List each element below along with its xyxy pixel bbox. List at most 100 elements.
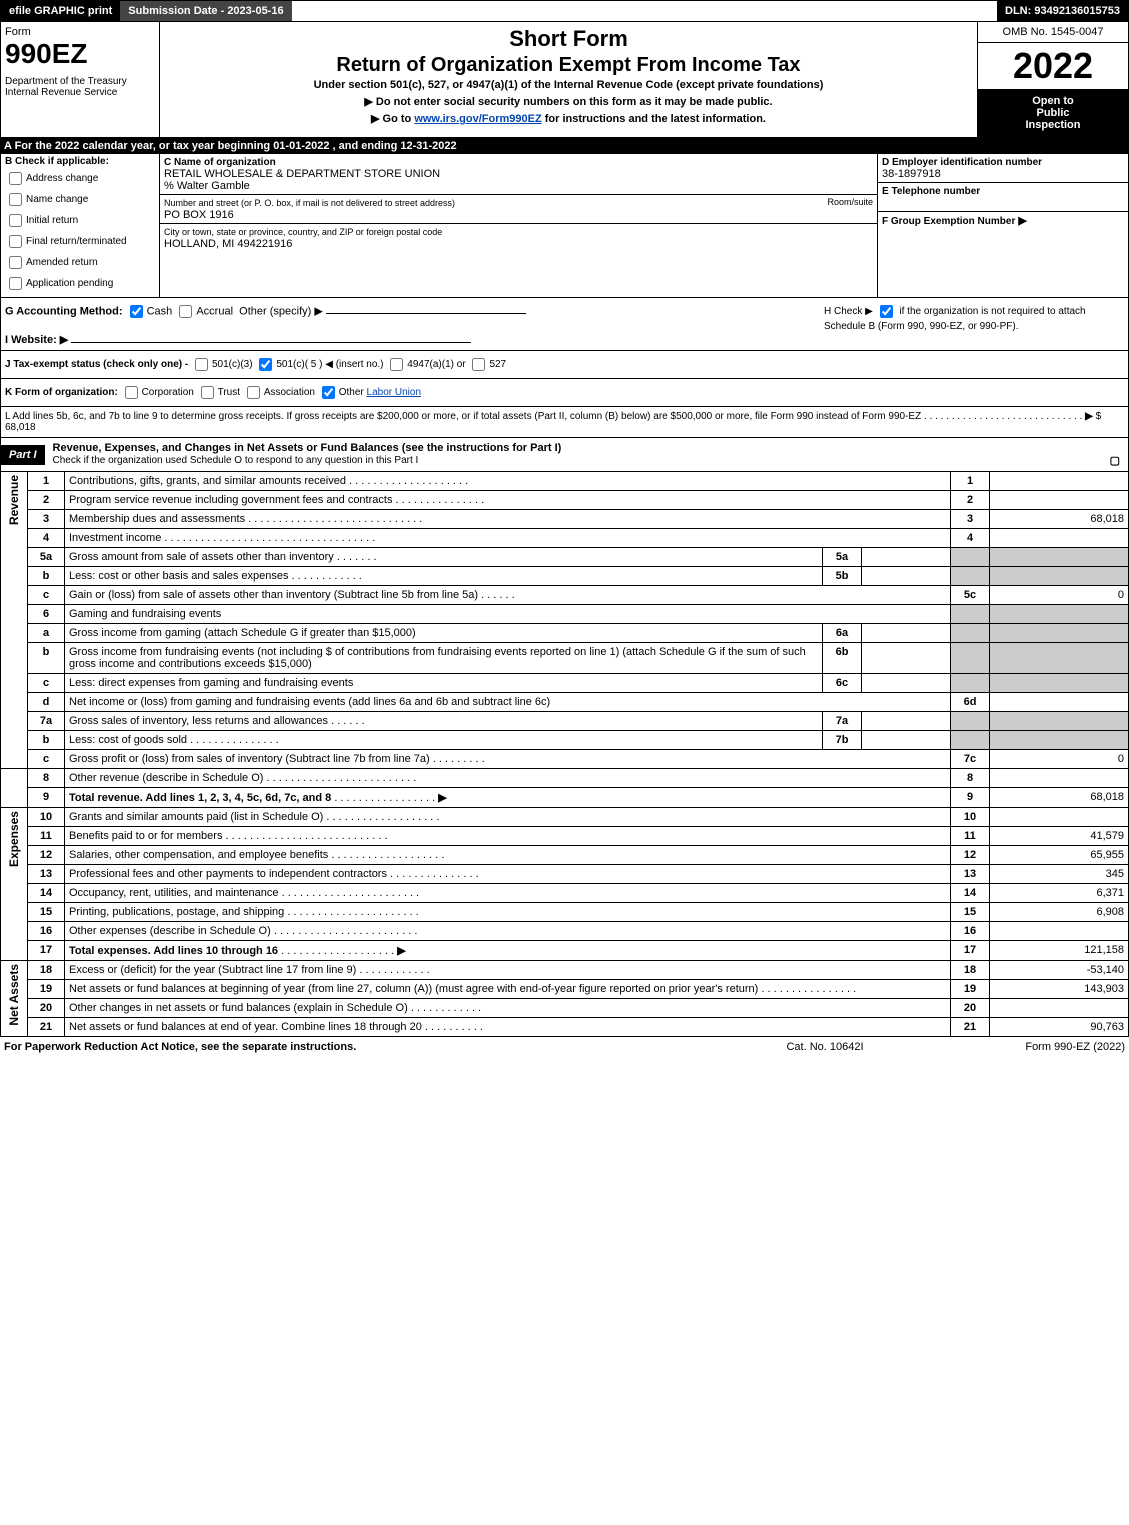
chk-amended-return[interactable]: Amended return: [5, 253, 155, 272]
chk-name-change[interactable]: Name change: [5, 190, 155, 209]
part-1-subtitle: Check if the organization used Schedule …: [53, 455, 419, 466]
chk-trust[interactable]: [201, 386, 214, 399]
chk-corporation[interactable]: [125, 386, 138, 399]
chk-final-return-label: Final return/terminated: [26, 236, 127, 247]
city-label: City or town, state or province, country…: [164, 227, 442, 237]
submission-date-label: Submission Date - 2023-05-16: [120, 1, 291, 21]
chk-application-pending-box[interactable]: [9, 277, 22, 290]
line-num-box: 4: [951, 529, 990, 548]
line-value: 0: [990, 586, 1129, 605]
line-value: [990, 922, 1129, 941]
lbl-trust: Trust: [218, 387, 240, 398]
sub-line-num: 7b: [823, 731, 862, 750]
line-desc: Gaming and fundraising events: [65, 605, 951, 624]
line-desc: Net income or (loss) from gaming and fun…: [65, 693, 951, 712]
chk-association[interactable]: [247, 386, 260, 399]
shaded-cell: [951, 567, 990, 586]
line-number: 4: [28, 529, 65, 548]
chk-final-return[interactable]: Final return/terminated: [5, 232, 155, 251]
chk-address-change-box[interactable]: [9, 172, 22, 185]
chk-527[interactable]: [472, 358, 485, 371]
line-desc: Gain or (loss) from sale of assets other…: [65, 586, 951, 605]
shaded-cell: [951, 674, 990, 693]
part-1-sub-checkbox[interactable]: ▢: [1110, 454, 1120, 467]
chk-amended-return-box[interactable]: [9, 256, 22, 269]
line-number: 6: [28, 605, 65, 624]
chk-address-change[interactable]: Address change: [5, 169, 155, 188]
line-desc: Professional fees and other payments to …: [65, 865, 951, 884]
line-desc: Other expenses (describe in Schedule O) …: [65, 922, 951, 941]
irs-link[interactable]: www.irs.gov/Form990EZ: [414, 113, 541, 125]
chk-address-change-label: Address change: [26, 173, 98, 184]
chk-cash[interactable]: [130, 305, 143, 318]
line-num-box: 16: [951, 922, 990, 941]
title-short: Short Form: [164, 26, 973, 52]
chk-schedule-b-not-required[interactable]: [880, 305, 893, 318]
line-number: 21: [28, 1018, 65, 1037]
form-number: 990EZ: [5, 38, 155, 70]
chk-name-change-label: Name change: [26, 194, 88, 205]
line-num-box: 19: [951, 980, 990, 999]
line-num-box: 2: [951, 491, 990, 510]
table-row: b Gross income from fundraising events (…: [1, 643, 1129, 674]
line-number: 14: [28, 884, 65, 903]
form-word: Form: [5, 26, 155, 38]
shaded-cell: [951, 712, 990, 731]
topbar-spacer: [292, 1, 997, 21]
expenses-vertical-label: Expenses: [5, 811, 23, 867]
top-bar: efile GRAPHIC print Submission Date - 20…: [0, 0, 1129, 22]
chk-501c3[interactable]: [195, 358, 208, 371]
other-specify-label: Other (specify) ▶: [239, 305, 323, 317]
shaded-cell: [990, 548, 1129, 567]
line-value: -53,140: [990, 961, 1129, 980]
line-number: 10: [28, 808, 65, 827]
other-specify-line: [326, 313, 526, 314]
line-num-box: 7c: [951, 750, 990, 769]
chk-application-pending[interactable]: Application pending: [5, 274, 155, 293]
line-number: 18: [28, 961, 65, 980]
table-row: Net Assets 18 Excess or (deficit) for th…: [1, 961, 1129, 980]
chk-501c[interactable]: [259, 358, 272, 371]
chk-accrual[interactable]: [179, 305, 192, 318]
line-desc: Membership dues and assessments . . . . …: [65, 510, 951, 529]
tax-year: 2022: [978, 43, 1128, 89]
sub-line-num: 7a: [823, 712, 862, 731]
form-of-org-label: K Form of organization:: [5, 387, 118, 398]
line-desc: Less: direct expenses from gaming and fu…: [65, 674, 823, 693]
street-label: Number and street (or P. O. box, if mail…: [164, 198, 455, 208]
instruction-1: ▶ Do not enter social security numbers o…: [164, 95, 973, 108]
chk-final-return-box[interactable]: [9, 235, 22, 248]
line-desc: Net assets or fund balances at end of ye…: [65, 1018, 951, 1037]
lbl-other-org: Other: [339, 387, 364, 398]
line-number: b: [28, 643, 65, 674]
financial-table: Revenue 1 Contributions, gifts, grants, …: [0, 472, 1129, 1037]
line-desc: Gross profit or (loss) from sales of inv…: [65, 750, 951, 769]
chk-initial-return[interactable]: Initial return: [5, 211, 155, 230]
line-desc: Total expenses. Add lines 10 through 16 …: [65, 941, 951, 961]
table-row: d Net income or (loss) from gaming and f…: [1, 693, 1129, 712]
sub-line-value: [862, 624, 951, 643]
line-num-box: 10: [951, 808, 990, 827]
chk-initial-return-box[interactable]: [9, 214, 22, 227]
line-value: [990, 769, 1129, 788]
line-desc: Other changes in net assets or fund bala…: [65, 999, 951, 1018]
tax-exempt-label: J Tax-exempt status (check only one) -: [5, 359, 188, 370]
sub-line-value: [862, 712, 951, 731]
line-num-box: 8: [951, 769, 990, 788]
row-k: K Form of organization: Corporation Trus…: [0, 379, 1129, 407]
line-number: d: [28, 693, 65, 712]
table-row: 2 Program service revenue including gove…: [1, 491, 1129, 510]
cash-label: Cash: [147, 305, 173, 317]
footer-form-ref: Form 990-EZ (2022): [925, 1041, 1125, 1053]
lbl-4947a1: 4947(a)(1) or: [407, 359, 465, 370]
chk-4947a1[interactable]: [390, 358, 403, 371]
sub-line-num: 6a: [823, 624, 862, 643]
chk-other-org[interactable]: [322, 386, 335, 399]
lbl-corporation: Corporation: [142, 387, 194, 398]
line-desc: Investment income . . . . . . . . . . . …: [65, 529, 951, 548]
header-center: Short Form Return of Organization Exempt…: [160, 22, 977, 137]
chk-name-change-box[interactable]: [9, 193, 22, 206]
table-row: 7a Gross sales of inventory, less return…: [1, 712, 1129, 731]
group-exemption-arrow: ▶: [1018, 215, 1026, 227]
line-number: 5a: [28, 548, 65, 567]
